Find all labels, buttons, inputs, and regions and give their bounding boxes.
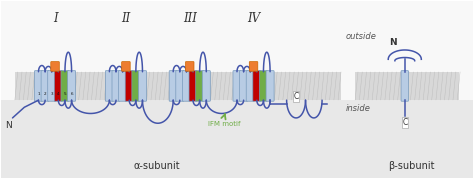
- FancyBboxPatch shape: [0, 1, 474, 100]
- FancyBboxPatch shape: [239, 71, 247, 101]
- FancyBboxPatch shape: [112, 71, 120, 101]
- Text: C: C: [402, 118, 407, 127]
- FancyBboxPatch shape: [246, 71, 254, 101]
- FancyBboxPatch shape: [355, 72, 459, 100]
- FancyBboxPatch shape: [266, 71, 274, 101]
- Text: 6: 6: [70, 92, 73, 96]
- FancyBboxPatch shape: [105, 71, 113, 101]
- Text: 5: 5: [64, 92, 66, 96]
- Text: C: C: [293, 92, 299, 101]
- FancyBboxPatch shape: [15, 72, 341, 100]
- Text: IFM motif: IFM motif: [208, 122, 240, 127]
- Text: N: N: [5, 121, 12, 130]
- FancyBboxPatch shape: [138, 71, 146, 101]
- Text: II: II: [121, 12, 130, 25]
- Text: IV: IV: [247, 12, 260, 25]
- Text: III: III: [183, 12, 197, 25]
- FancyBboxPatch shape: [122, 62, 130, 71]
- FancyBboxPatch shape: [61, 71, 69, 101]
- Text: 2: 2: [44, 92, 46, 96]
- FancyBboxPatch shape: [401, 71, 409, 101]
- FancyBboxPatch shape: [41, 71, 49, 101]
- FancyBboxPatch shape: [249, 62, 258, 71]
- FancyBboxPatch shape: [51, 62, 59, 71]
- FancyBboxPatch shape: [48, 71, 56, 101]
- FancyBboxPatch shape: [185, 62, 194, 71]
- Text: outside: outside: [346, 32, 376, 41]
- FancyBboxPatch shape: [118, 71, 127, 101]
- Text: I: I: [53, 12, 57, 25]
- FancyBboxPatch shape: [0, 100, 474, 178]
- FancyBboxPatch shape: [253, 71, 261, 101]
- FancyBboxPatch shape: [176, 71, 184, 101]
- Text: 1: 1: [37, 92, 40, 96]
- FancyBboxPatch shape: [125, 71, 133, 101]
- FancyBboxPatch shape: [182, 71, 191, 101]
- FancyBboxPatch shape: [169, 71, 177, 101]
- Text: 4: 4: [57, 92, 60, 96]
- Text: α-subunit: α-subunit: [133, 161, 180, 171]
- FancyBboxPatch shape: [196, 71, 204, 101]
- Text: 3: 3: [50, 92, 53, 96]
- FancyBboxPatch shape: [55, 71, 63, 101]
- Text: inside: inside: [346, 104, 371, 113]
- Text: β-subunit: β-subunit: [389, 161, 435, 171]
- FancyBboxPatch shape: [202, 71, 210, 101]
- FancyBboxPatch shape: [259, 71, 267, 101]
- Text: N: N: [389, 38, 397, 47]
- FancyBboxPatch shape: [233, 71, 241, 101]
- FancyBboxPatch shape: [132, 71, 140, 101]
- FancyBboxPatch shape: [35, 71, 43, 101]
- FancyBboxPatch shape: [189, 71, 197, 101]
- FancyBboxPatch shape: [68, 71, 76, 101]
